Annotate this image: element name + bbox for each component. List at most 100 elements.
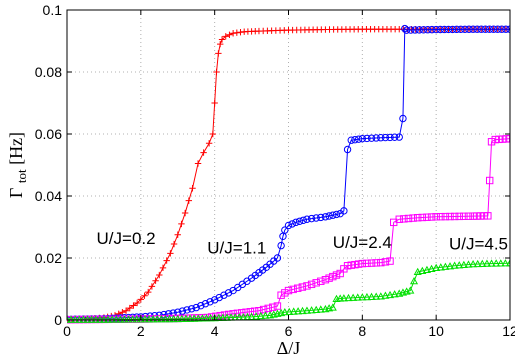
data-point <box>436 25 444 34</box>
data-point <box>423 213 431 221</box>
data-point <box>302 306 312 314</box>
data-point <box>229 30 237 37</box>
x-tick-label: 12 <box>502 323 515 339</box>
data-point <box>464 260 473 268</box>
data-point <box>367 292 376 300</box>
data-point <box>205 140 213 147</box>
data-point <box>87 315 96 323</box>
data-point <box>247 312 256 320</box>
data-point <box>386 133 394 142</box>
data-point <box>455 261 464 269</box>
data-point <box>103 315 113 323</box>
data-point <box>448 25 457 34</box>
y-axis-label-unit: [Hz] <box>6 132 26 165</box>
ticks: 0 2 4 6 8 10 12 0 0.02 0.04 0.06 0.08 0.1 <box>35 2 515 339</box>
data-point <box>407 26 415 34</box>
data-point <box>367 134 376 142</box>
plot-area <box>67 24 510 324</box>
data-point <box>464 212 473 220</box>
data-point <box>436 263 445 271</box>
data-point <box>353 293 362 301</box>
x-tick-label: 8 <box>358 323 366 339</box>
data-point <box>432 263 441 271</box>
data-point <box>317 277 325 285</box>
data-point <box>161 314 170 323</box>
data-point <box>303 215 311 223</box>
y-axis-label-subscript: tot <box>14 169 29 183</box>
data-point <box>385 290 395 299</box>
data-point <box>498 25 506 33</box>
data-point <box>99 315 108 323</box>
data-point <box>381 258 390 266</box>
data-point <box>211 99 218 107</box>
data-point <box>432 25 440 34</box>
data-point <box>170 240 178 248</box>
data-point <box>91 315 100 323</box>
data-point <box>386 257 394 265</box>
data-point <box>237 29 244 36</box>
series-4 <box>67 259 510 323</box>
data-point <box>173 314 182 323</box>
data-point <box>307 214 316 223</box>
x-tick-label: 4 <box>211 323 219 339</box>
data-point <box>252 312 261 320</box>
data-point <box>303 282 311 290</box>
data-point <box>347 136 355 144</box>
data-point <box>215 50 222 57</box>
data-point <box>351 135 359 144</box>
data-point <box>473 25 481 33</box>
y-tick-label: 0.04 <box>35 188 62 204</box>
data-point <box>273 302 282 310</box>
y-tick-label: 0.02 <box>35 250 62 266</box>
data-point <box>328 303 337 311</box>
y-tick-label: 0.1 <box>43 2 63 18</box>
data-point <box>141 292 148 299</box>
data-point <box>325 212 333 220</box>
data-point <box>133 299 141 307</box>
data-point <box>285 307 294 315</box>
data-point <box>169 314 178 323</box>
data-point <box>194 160 202 167</box>
data-point <box>419 26 428 34</box>
data-point <box>377 258 385 267</box>
series-label-3: U/J=2.4 <box>333 233 392 252</box>
data-point <box>485 25 494 33</box>
data-point <box>198 314 207 322</box>
data-point <box>363 259 371 268</box>
data-point <box>79 315 88 323</box>
data-point <box>130 302 137 309</box>
data-point <box>427 213 436 221</box>
data-point <box>156 271 163 279</box>
data-point <box>363 134 371 143</box>
data-point <box>144 315 154 323</box>
data-point <box>307 280 316 289</box>
data-point <box>67 315 76 323</box>
data-point <box>124 315 133 323</box>
data-point <box>213 68 220 76</box>
data-point <box>289 285 297 294</box>
data-point <box>145 288 152 296</box>
data-point <box>215 293 223 302</box>
data-point <box>377 134 385 142</box>
x-tick-label: 6 <box>285 323 293 339</box>
data-point <box>224 289 233 297</box>
data-point <box>137 296 145 303</box>
y-axis-label: Γ tot [Hz] <box>6 132 30 198</box>
data-point <box>140 315 149 323</box>
data-point <box>411 26 419 34</box>
data-point <box>329 211 337 219</box>
data-point <box>487 259 496 267</box>
data-point <box>255 307 263 315</box>
x-tick-label: 2 <box>137 323 145 339</box>
data-point <box>358 293 367 301</box>
data-point <box>152 277 159 284</box>
data-point <box>367 259 376 267</box>
data-point <box>307 306 316 314</box>
data-point <box>284 221 293 230</box>
data-point <box>444 25 453 34</box>
data-point <box>71 315 80 323</box>
data-point <box>128 315 137 323</box>
data-point <box>181 209 189 217</box>
data-point <box>482 259 491 267</box>
